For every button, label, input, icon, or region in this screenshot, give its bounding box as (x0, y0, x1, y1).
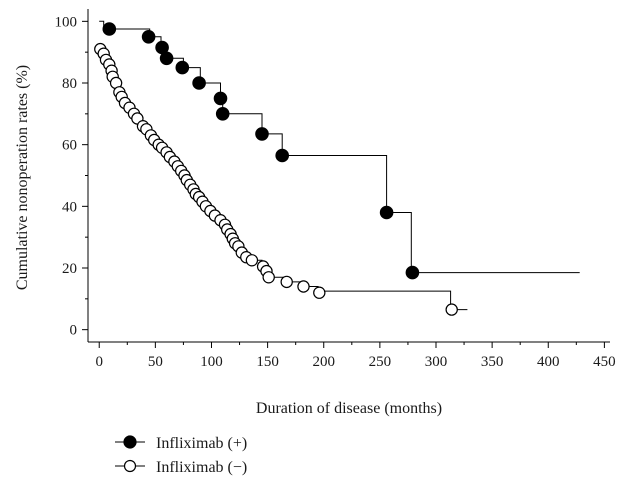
legend-marker-filled-circle (123, 435, 137, 449)
y-tick-label: 100 (55, 14, 78, 30)
series-layer (94, 20, 580, 316)
x-axis-ticks: 0 50 100 150 200 250 300 350 400 450 (95, 342, 616, 370)
legend-label-infliximab-plus: Infliximab (+) (156, 435, 247, 452)
legend-label-infliximab-minus: Infliximab (−) (156, 459, 247, 476)
data-point-infliximab-plus (141, 29, 156, 44)
data-point-infliximab-plus (192, 76, 206, 90)
data-point-infliximab-plus (175, 60, 190, 75)
x-tick-label: 450 (593, 354, 616, 370)
y-tick-label: 60 (62, 138, 77, 154)
y-tick-label: 20 (62, 261, 77, 277)
data-point-infliximab-minus (445, 303, 458, 316)
data-point-infliximab-minus (280, 275, 293, 289)
x-tick-label: 0 (95, 354, 103, 370)
x-tick-label: 300 (425, 354, 448, 370)
y-axis-ticks: 0 20 40 60 80 100 (55, 14, 88, 339)
data-point-infliximab-plus (405, 265, 420, 280)
series-infliximab-minus (94, 42, 468, 316)
x-tick-label: 400 (537, 354, 560, 370)
data-point-infliximab-plus (215, 107, 230, 121)
legend: Infliximab (+) Infliximab (−) (115, 435, 247, 476)
x-tick-label: 100 (200, 354, 223, 370)
y-tick-label: 40 (62, 199, 77, 215)
data-point-infliximab-plus (379, 205, 394, 220)
data-point-infliximab-plus (102, 22, 117, 36)
legend-item-infliximab-plus: Infliximab (+) (115, 435, 247, 452)
data-point-infliximab-plus (159, 51, 174, 66)
legend-item-infliximab-minus: Infliximab (−) (115, 459, 247, 476)
x-tick-label: 150 (256, 354, 279, 370)
data-point-infliximab-minus (313, 286, 326, 299)
x-tick-label: 250 (369, 354, 392, 370)
x-tick-label: 200 (312, 354, 335, 370)
data-point-infliximab-minus (297, 280, 310, 293)
y-axis-title: Cumulative nonoperation rates (%) (14, 65, 31, 290)
data-point-infliximab-plus (275, 148, 289, 163)
x-tick-label: 350 (481, 354, 504, 370)
data-point-infliximab-plus (213, 91, 228, 106)
data-point-infliximab-minus (262, 271, 275, 284)
x-tick-label: 50 (148, 354, 163, 370)
y-tick-label: 0 (70, 323, 78, 339)
y-tick-label: 80 (62, 76, 77, 92)
data-point-infliximab-plus (255, 127, 269, 141)
x-axis-title: Duration of disease (months) (256, 400, 442, 417)
data-point-infliximab-minus (245, 254, 259, 267)
legend-marker-open-circle (123, 459, 137, 473)
series-infliximab-plus (99, 20, 580, 280)
axes: 0 50 100 150 200 250 300 350 400 450 0 20 40 60 80 100 (55, 9, 616, 370)
